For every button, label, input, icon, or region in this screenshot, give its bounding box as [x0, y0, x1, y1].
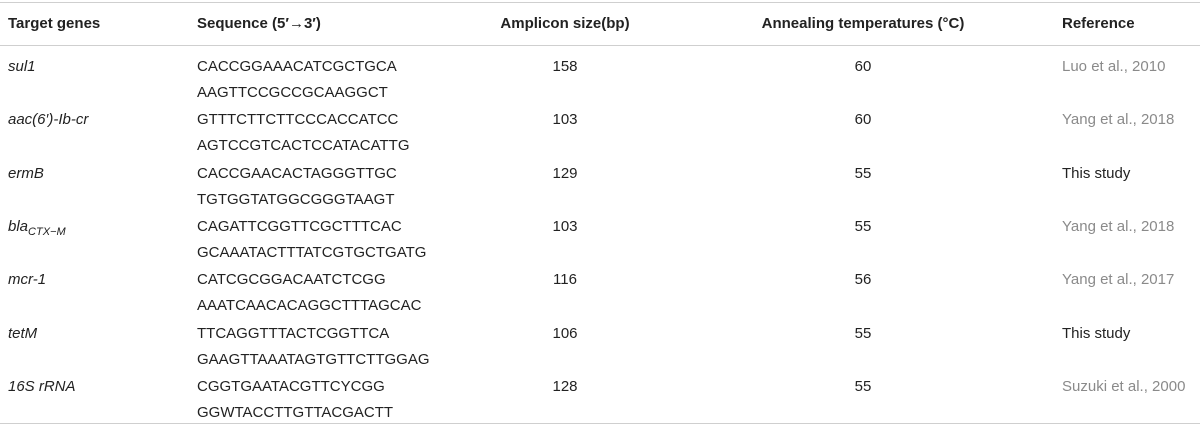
header-cell: Target genes	[8, 15, 101, 32]
sequence: CATCGCGGACAATCTCGG	[197, 271, 386, 289]
reference: Yang et al., 2018	[1062, 217, 1175, 235]
annealing-temperature: 60	[854, 111, 872, 129]
header-cell: Annealing temperatures (°C)	[761, 15, 965, 32]
annealing-temperature: 55	[854, 164, 872, 182]
header-cell: Reference	[1062, 15, 1135, 32]
amplicon-size: 128	[552, 377, 578, 395]
header-rule	[0, 45, 1200, 46]
gene-name: tetM	[8, 324, 38, 342]
gene-name: mcr-1	[8, 271, 47, 289]
amplicon-size: 158	[552, 58, 578, 75]
header-cell: Sequence (5′→3′)	[197, 15, 321, 32]
sequence: CGGTGAATACGTTCYCGG	[197, 377, 385, 395]
reference: This study	[1062, 164, 1131, 182]
reference: Yang et al., 2017	[1062, 271, 1175, 289]
annealing-temperature: 60	[854, 58, 872, 75]
sequence: TGTGGTATGGCGGGTAAGT	[197, 190, 395, 208]
sequence: GCAAATACTTTATCGTGCTGATG	[197, 243, 427, 261]
amplicon-size: 116	[553, 271, 577, 289]
sequence: CAGATTCGGTTCGCTTTCAC	[197, 217, 402, 235]
sequence: GGWTACCTTGTTACGACTT	[197, 403, 394, 421]
reference: Suzuki et al., 2000	[1062, 377, 1186, 395]
bottom-rule	[0, 423, 1200, 424]
annealing-temperature: 55	[854, 324, 872, 342]
header-cell: Amplicon size(bp)	[500, 15, 630, 32]
sequence: CACCGGAAACATCGCTGCA	[197, 58, 397, 75]
gene-name: 16S rRNA	[8, 377, 76, 395]
sequence: AGTCCGTCACTCCATACATTG	[197, 137, 410, 155]
reference: This study	[1062, 324, 1131, 342]
sequence: GTTTCTTCTTCCCACCATCC	[197, 111, 399, 129]
amplicon-size: 103	[552, 217, 578, 235]
reference: Yang et al., 2018	[1062, 111, 1175, 129]
amplicon-size: 129	[552, 164, 578, 182]
sequence: TTCAGGTTTACTCGGTTCA	[197, 324, 390, 342]
amplicon-size: 103	[552, 111, 578, 129]
annealing-temperature: 55	[854, 377, 872, 395]
amplicon-size: 106	[552, 324, 578, 342]
gene-name: blaCTX−M	[8, 217, 66, 238]
gene-subscript: CTX−M	[28, 225, 66, 238]
top-rule	[0, 2, 1200, 3]
gene-name: aac(6′)-Ib-cr	[8, 111, 89, 129]
annealing-temperature: 55	[854, 217, 872, 235]
sequence: CACCGAACACTAGGGTTGC	[197, 164, 397, 182]
gene-name: ermB	[8, 164, 44, 182]
reference: Luo et al., 2010	[1062, 58, 1166, 75]
sequence: GAAGTTAAATAGTGTTCTTGGAG	[197, 350, 430, 368]
sequence: AAGTTCCGCCGCAAGGCT	[197, 84, 388, 101]
gene-name: sul1	[8, 58, 36, 75]
sequence: AAATCAACACAGGCTTTAGCAC	[197, 297, 422, 315]
annealing-temperature: 56	[854, 271, 872, 289]
